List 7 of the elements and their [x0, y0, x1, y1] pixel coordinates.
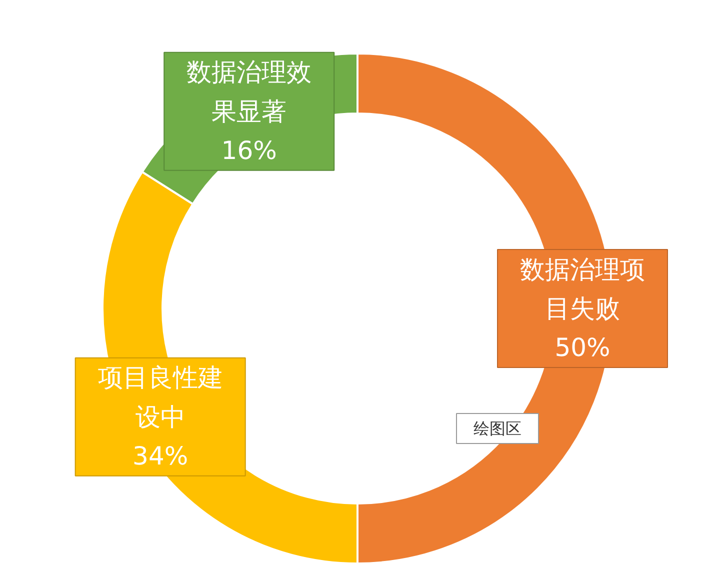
data-label: 50%	[554, 333, 610, 362]
slice-label: 数据治理效果显著	[186, 58, 312, 126]
data-label: 16%	[221, 136, 277, 165]
slice-label: 项目良性建设中	[98, 363, 223, 432]
data-label: 34%	[132, 442, 188, 471]
slice-label: 数据治理项目失败	[520, 254, 645, 323]
text: 绘图区	[474, 419, 522, 438]
